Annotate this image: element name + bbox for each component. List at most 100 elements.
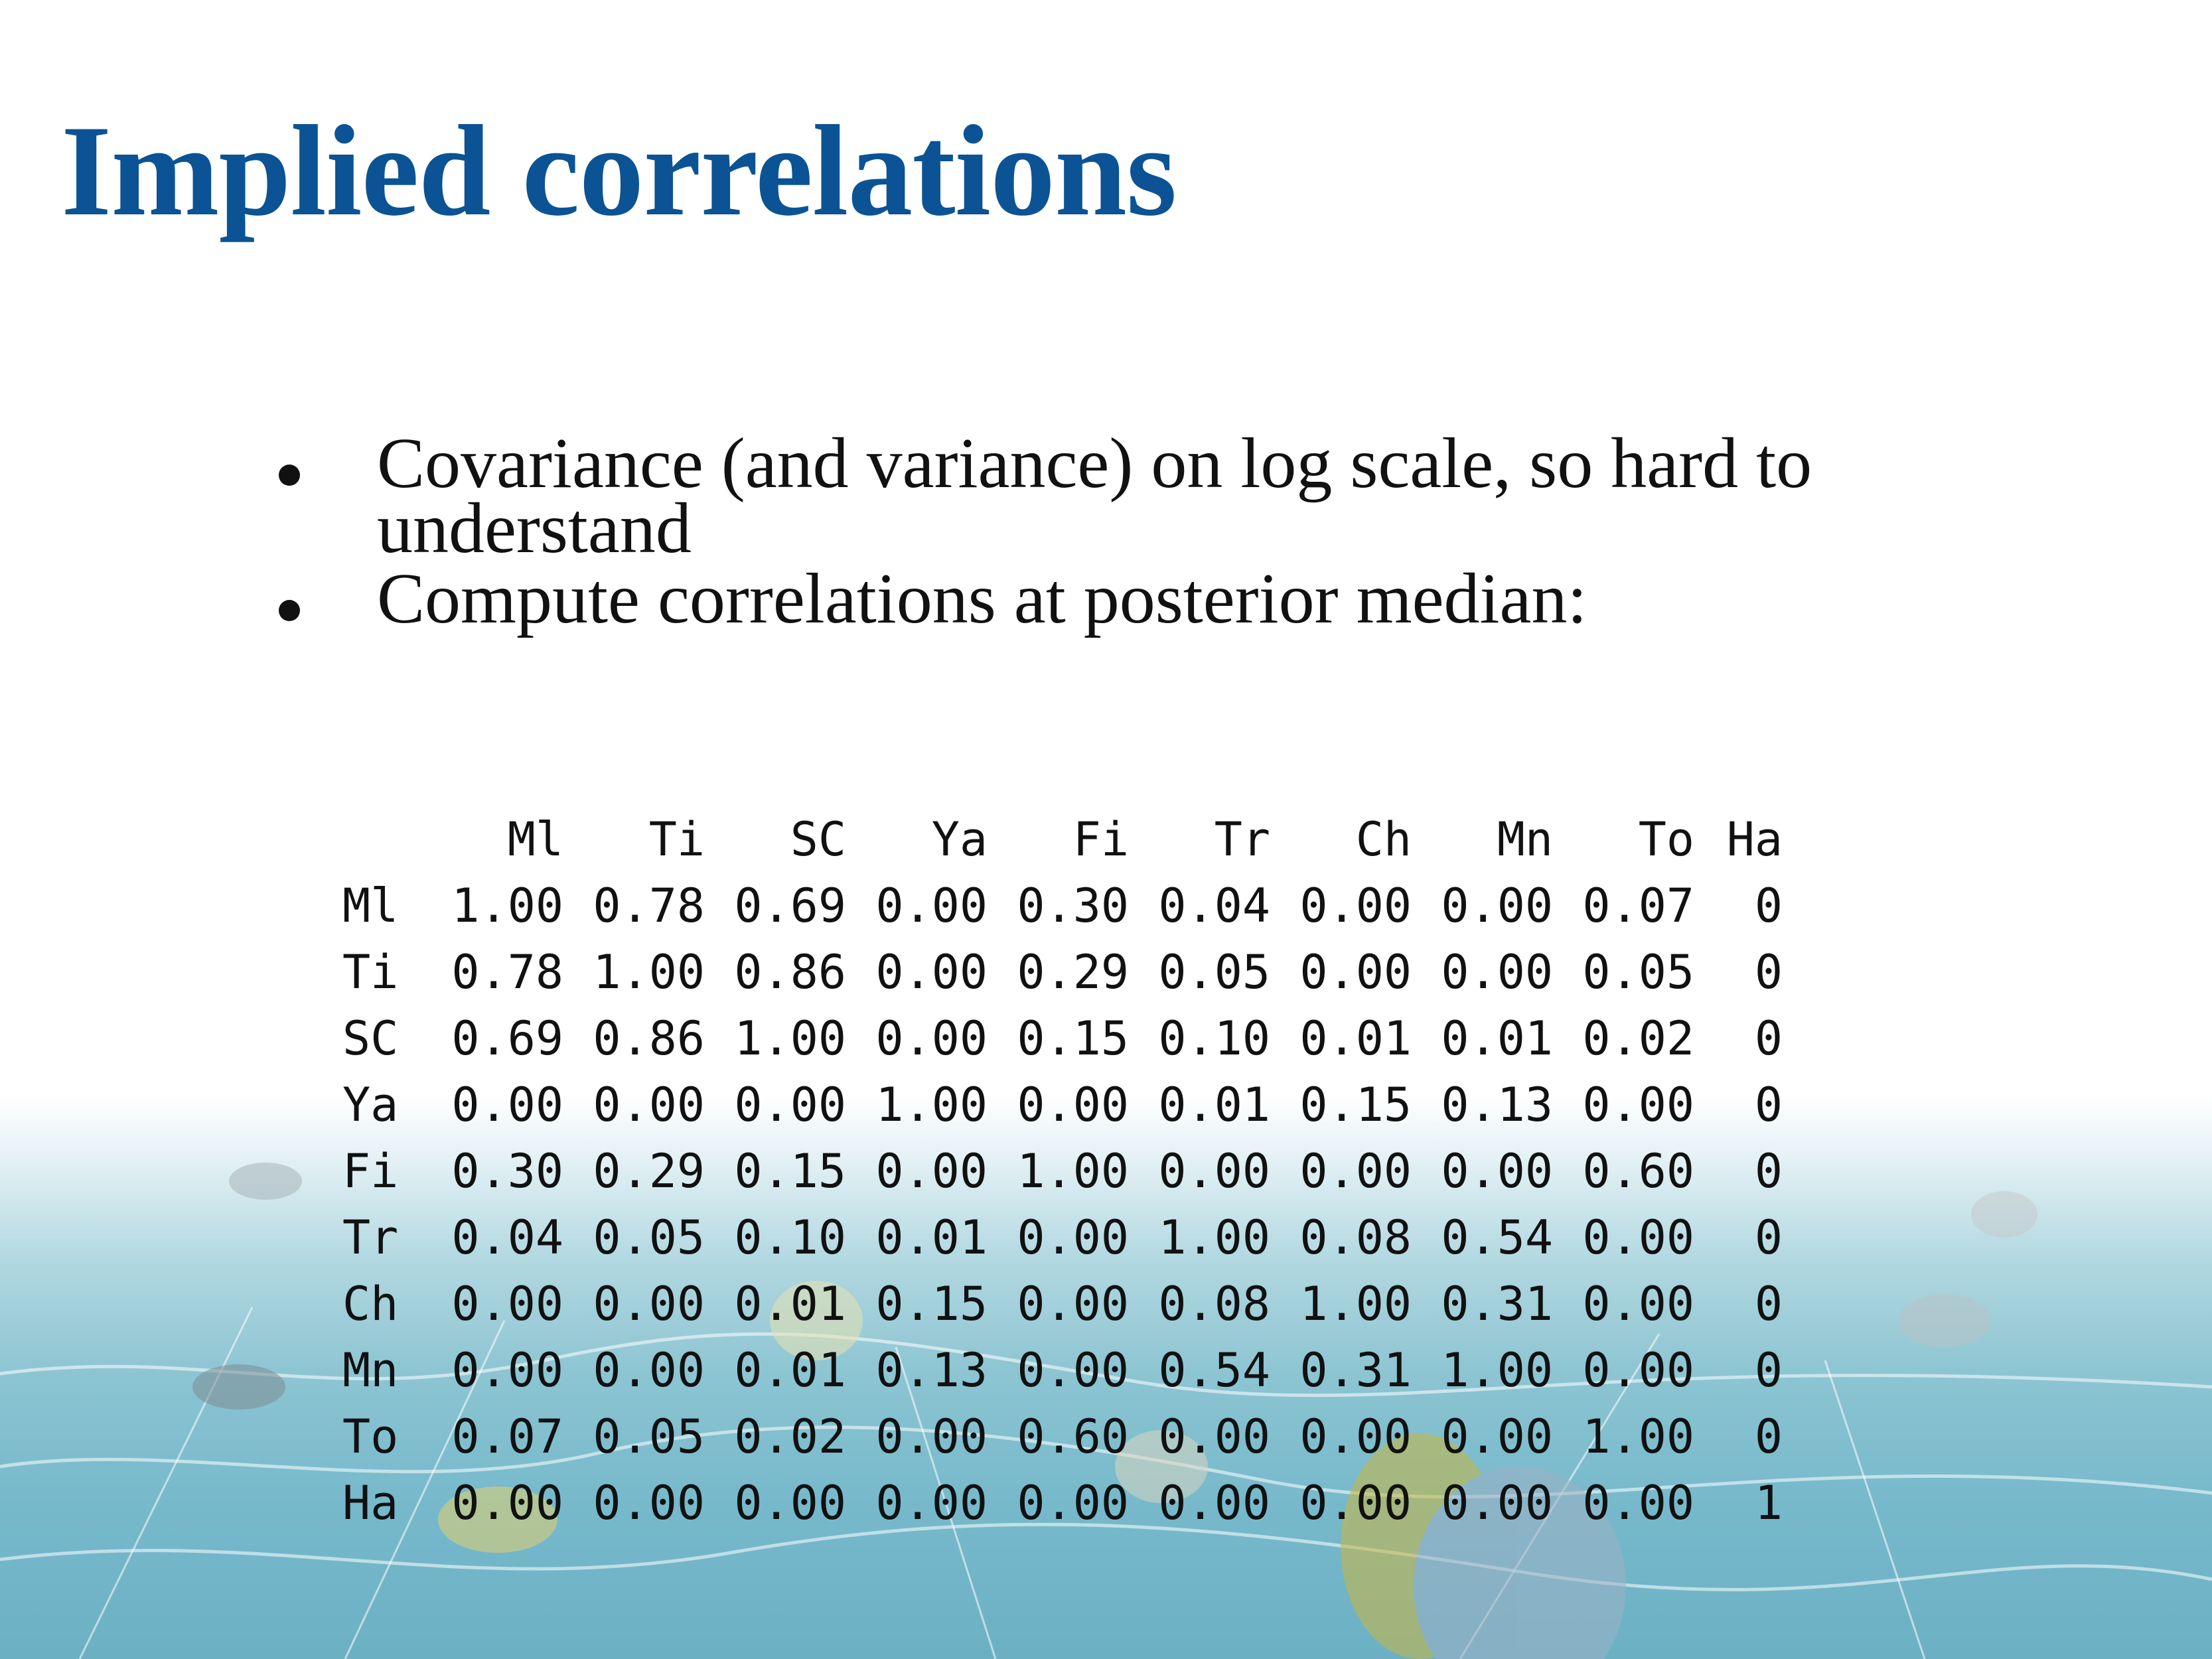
table-cell: 0.31 — [1299, 1343, 1412, 1398]
table-cell: 0.08 — [1158, 1277, 1270, 1331]
table-cell: 0.01 — [734, 1343, 846, 1398]
table-cell: 0.00 — [875, 879, 988, 933]
row-label: Fi — [342, 1144, 399, 1198]
table-cell: 0.10 — [1158, 1011, 1270, 1066]
table-row: Ya 0.00 0.00 0.00 1.00 0.00 0.01 0.15 0.13 0.00 0 — [342, 1072, 1783, 1138]
table-cell: 0.05 — [1582, 945, 1694, 999]
table-cell: 0.00 — [1017, 1277, 1129, 1331]
table-cell: 0.15 — [875, 1277, 988, 1331]
row-label: Ha — [342, 1476, 399, 1530]
table-cell: 0.00 — [1441, 945, 1553, 999]
table-cell: 0 — [1754, 1210, 1783, 1265]
table-cell: 0.00 — [593, 1277, 705, 1331]
table-row: To 0.07 0.05 0.02 0.00 0.60 0.00 0.00 0.00 1.00 0 — [342, 1404, 1783, 1470]
row-label: Ti — [342, 945, 399, 999]
table-cell: 0.00 — [1299, 879, 1412, 933]
table-header-row: Ml Ti SC Ya Fi Tr Ch Mn To Ha — [342, 806, 1783, 873]
table-cell: 0.00 — [1017, 1210, 1129, 1265]
table-cell: 0.69 — [734, 879, 846, 933]
table-cell: 0.01 — [1441, 1011, 1553, 1066]
table-cell: 0.10 — [734, 1210, 846, 1265]
table-cell: 1.00 — [1158, 1210, 1270, 1265]
table-cell: 0.86 — [593, 1011, 705, 1066]
bullet-list: Covariance (and variance) on log scale, … — [279, 428, 2004, 635]
table-cell: 0.00 — [451, 1277, 563, 1331]
table-cell: 0 — [1754, 1409, 1783, 1464]
table-cell: 0.15 — [1299, 1078, 1412, 1132]
table-cell: 0.01 — [1158, 1078, 1270, 1132]
water-caustics-graphic — [0, 1163, 2212, 1659]
column-header: Ha — [1726, 812, 1783, 867]
table-row: Mn 0.00 0.00 0.01 0.13 0.00 0.54 0.31 1.00 0.00 0 — [342, 1337, 1783, 1404]
table-cell: 1.00 — [1582, 1409, 1694, 1464]
table-cell: 0 — [1754, 1078, 1783, 1132]
column-header: Ml — [507, 812, 563, 867]
table-cell: 0.01 — [875, 1210, 988, 1265]
table-cell: 1.00 — [1299, 1277, 1412, 1331]
table-cell: 1.00 — [593, 945, 705, 999]
table-cell: 0.00 — [593, 1078, 705, 1132]
table-row: Ch 0.00 0.00 0.01 0.15 0.00 0.08 1.00 0.31 0.00 0 — [342, 1271, 1783, 1337]
underwater-background-image — [0, 1095, 2212, 1659]
table-cell: 0.29 — [1017, 945, 1129, 999]
column-header: Mn — [1497, 812, 1553, 867]
table-cell: 0.00 — [451, 1476, 563, 1530]
table-cell: 0.00 — [1582, 1476, 1694, 1530]
table-cell: 0.15 — [734, 1144, 846, 1198]
bullet-item: Compute correlations at posterior median… — [279, 563, 2004, 635]
column-header: Ya — [931, 812, 988, 867]
table-cell: 0.04 — [1158, 879, 1270, 933]
table-cell: 0 — [1754, 1343, 1783, 1398]
table-cell: 0.00 — [875, 945, 988, 999]
table-cell: 0.00 — [1299, 1409, 1412, 1464]
bullet-item: Covariance (and variance) on log scale, … — [279, 428, 2004, 565]
table-cell: 0.13 — [1441, 1078, 1553, 1132]
table-row: SC 0.69 0.86 1.00 0.00 0.15 0.10 0.01 0.01 0.02 0 — [342, 1005, 1783, 1072]
row-label: To — [342, 1409, 399, 1464]
row-label: Mn — [342, 1343, 399, 1398]
row-label: Ch — [342, 1277, 399, 1331]
table-row: Ml 1.00 0.78 0.69 0.00 0.30 0.04 0.00 0.00 0.07 0 — [342, 873, 1783, 939]
table-cell: 0.30 — [1017, 879, 1129, 933]
table-cell: 0.60 — [1017, 1409, 1129, 1464]
table-cell: 0.86 — [734, 945, 846, 999]
column-header: To — [1638, 812, 1694, 867]
table-cell: 0.00 — [875, 1144, 988, 1198]
row-label: Ml — [342, 879, 399, 933]
table-cell: 0.00 — [734, 1476, 846, 1530]
table-cell: 0.00 — [1017, 1343, 1129, 1398]
table-cell: 0.00 — [451, 1078, 563, 1132]
table-cell: 0.00 — [593, 1343, 705, 1398]
table-cell: 0.00 — [1441, 1409, 1553, 1464]
table-cell: 0.00 — [1158, 1144, 1270, 1198]
table-cell: 0.00 — [1158, 1409, 1270, 1464]
table-cell: 0.31 — [1441, 1277, 1553, 1331]
header-corner-cell — [342, 806, 422, 873]
column-header: Tr — [1214, 812, 1270, 867]
table-cell: 0.01 — [1299, 1011, 1412, 1066]
row-label: Tr — [342, 1210, 399, 1265]
table-cell: 0.00 — [1158, 1476, 1270, 1530]
table-row: Ti 0.78 1.00 0.86 0.00 0.29 0.05 0.00 0.00 0.05 0 — [342, 939, 1783, 1005]
table-cell: 0.00 — [1582, 1210, 1694, 1265]
table-cell: 0.07 — [451, 1409, 563, 1464]
table-cell: 0.00 — [1017, 1476, 1129, 1530]
table-cell: 0.00 — [875, 1011, 988, 1066]
table-cell: 0.54 — [1441, 1210, 1553, 1265]
column-header: Fi — [1072, 812, 1129, 867]
table-row: Ha 0.00 0.00 0.00 0.00 0.00 0.00 0.00 0.00 0.00 1 — [342, 1470, 1783, 1536]
table-cell: 0.01 — [734, 1277, 846, 1331]
table-row: Fi 0.30 0.29 0.15 0.00 1.00 0.00 0.00 0.00 0.60 0 — [342, 1138, 1783, 1204]
table-cell: 0 — [1754, 1277, 1783, 1331]
table-cell: 0.00 — [1582, 1277, 1694, 1331]
table-cell: 1.00 — [451, 879, 563, 933]
table-cell: 0.00 — [1017, 1078, 1129, 1132]
table-cell: 0.00 — [1441, 879, 1553, 933]
table-cell: 1.00 — [1017, 1144, 1129, 1198]
correlation-matrix-table: Ml Ti SC Ya Fi Tr Ch Mn To Ha Ml 1.00 0.78… — [342, 806, 1783, 1536]
table-cell: 0.00 — [734, 1078, 846, 1132]
table-cell: 0.30 — [451, 1144, 563, 1198]
table-cell: 0.69 — [451, 1011, 563, 1066]
table-row: Tr 0.04 0.05 0.10 0.01 0.00 1.00 0.08 0.54 0.00 0 — [342, 1204, 1783, 1271]
